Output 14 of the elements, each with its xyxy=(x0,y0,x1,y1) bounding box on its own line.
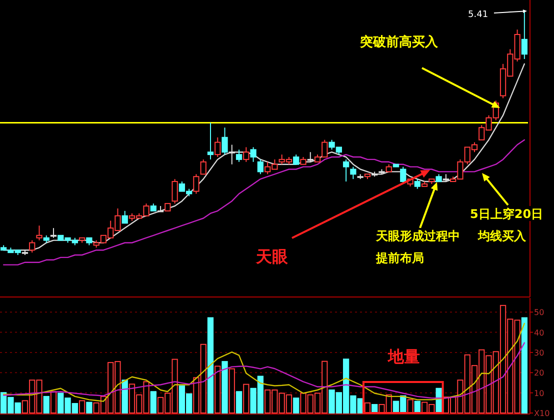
annotation: 天眼形成过程中 xyxy=(376,229,460,243)
annotation: 天眼 xyxy=(256,247,288,266)
annotation: 提前布局 xyxy=(376,251,424,265)
y-tick-label: 20 xyxy=(534,368,544,378)
annotation: 5日上穿20日 xyxy=(470,207,544,221)
y-tick-label: 50 xyxy=(534,308,544,318)
annotation: 地量 xyxy=(388,347,420,366)
annotation: 均线买入 xyxy=(478,229,526,243)
y-tick-label: 40 xyxy=(534,328,544,338)
annotation: 突破前高买入 xyxy=(360,35,438,50)
y-tick-label: 30 xyxy=(534,348,544,358)
annotation: 5.41 xyxy=(468,10,488,20)
y-tick-label: 10 xyxy=(534,388,544,398)
y-tick-label: X10 xyxy=(534,409,550,418)
